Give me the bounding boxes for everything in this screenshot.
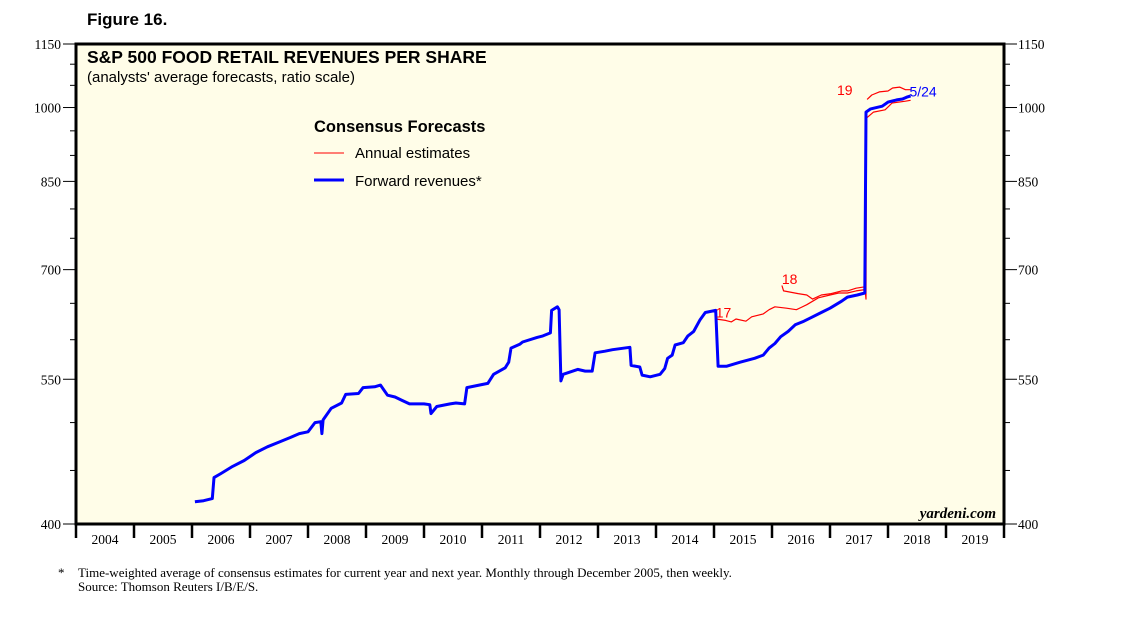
series-layer	[194, 86, 912, 504]
x-tick-label: 2006	[208, 532, 235, 547]
annotations: 17 18 19 5/24	[716, 82, 937, 321]
y-tick-label-left: 1150	[35, 37, 62, 52]
x-tick-label: 2018	[904, 532, 931, 547]
annotation-label: 17	[716, 305, 732, 321]
x-tick-label: 2007	[266, 532, 293, 547]
series-line-annual-estimates-2019	[866, 86, 911, 100]
y-axis-left: 400 550 700 850 1000 1150	[34, 37, 76, 532]
y-axis-right: 400 550 700 850 1000 1150	[1004, 37, 1045, 532]
x-tick-label: 2004	[92, 532, 119, 547]
plot-frame	[74, 42, 1006, 526]
x-tick-label: 2014	[672, 532, 699, 547]
y-tick-label-left: 1000	[34, 101, 61, 116]
y-tick-label-right: 700	[1018, 263, 1039, 278]
footnote: * Time-weighted average of consensus esti…	[58, 566, 732, 594]
x-tick-label: 2012	[556, 532, 583, 547]
watermark: yardeni.com	[918, 506, 996, 522]
y-tick-label-right: 1000	[1018, 101, 1045, 116]
x-axis: 2004 2005 2006 2007 2008 2009 2010 2011 2012 2013…	[74, 524, 1006, 547]
x-tick-label: 2009	[382, 532, 409, 547]
y-tick-label-right: 400	[1018, 517, 1039, 532]
chart-subtitle: (analysts' average forecasts, ratio scal…	[87, 69, 355, 86]
chart-title: S&P 500 FOOD RETAIL REVENUES PER SHARE	[87, 47, 487, 67]
legend-title: Consensus Forecasts	[314, 118, 485, 136]
y-tick-label-right: 550	[1018, 372, 1039, 387]
x-tick-label: 2008	[324, 532, 351, 547]
legend: Consensus Forecasts Annual estimates For…	[314, 118, 485, 190]
x-tick-label: 2019	[962, 532, 989, 547]
x-tick-label: 2010	[440, 532, 467, 547]
x-tick-label: 2015	[730, 532, 757, 547]
series-line-forward-revenues	[194, 94, 912, 504]
footnote-marker: *	[58, 565, 65, 580]
annotation-label: 19	[837, 82, 853, 98]
footnote-text: Time-weighted average of consensus estim…	[78, 565, 732, 580]
annotation-label: 18	[782, 271, 798, 287]
series-line-annual-estimates-2017	[715, 289, 865, 323]
y-tick-label-left: 850	[41, 174, 62, 189]
y-tick-label-right: 1150	[1018, 37, 1045, 52]
annotation-label: 5/24	[909, 84, 936, 100]
y-tick-label-left: 400	[41, 517, 62, 532]
source-text: Source: Thomson Reuters I/B/E/S.	[78, 579, 259, 594]
legend-label-annual: Annual estimates	[355, 145, 470, 162]
legend-label-forward: Forward revenues*	[355, 173, 482, 190]
x-tick-label: 2016	[788, 532, 815, 547]
x-tick-label: 2013	[614, 532, 641, 547]
series-line-annual-estimates-2018	[781, 99, 911, 300]
y-tick-label-left: 550	[41, 372, 62, 387]
x-tick-label: 2005	[150, 532, 177, 547]
figure-label: Figure 16.	[87, 10, 168, 29]
plot-area	[76, 44, 1004, 524]
x-tick-label: 2017	[846, 532, 873, 547]
y-tick-label-left: 700	[41, 263, 62, 278]
y-tick-label-right: 850	[1018, 174, 1039, 189]
x-tick-label: 2011	[498, 532, 525, 547]
